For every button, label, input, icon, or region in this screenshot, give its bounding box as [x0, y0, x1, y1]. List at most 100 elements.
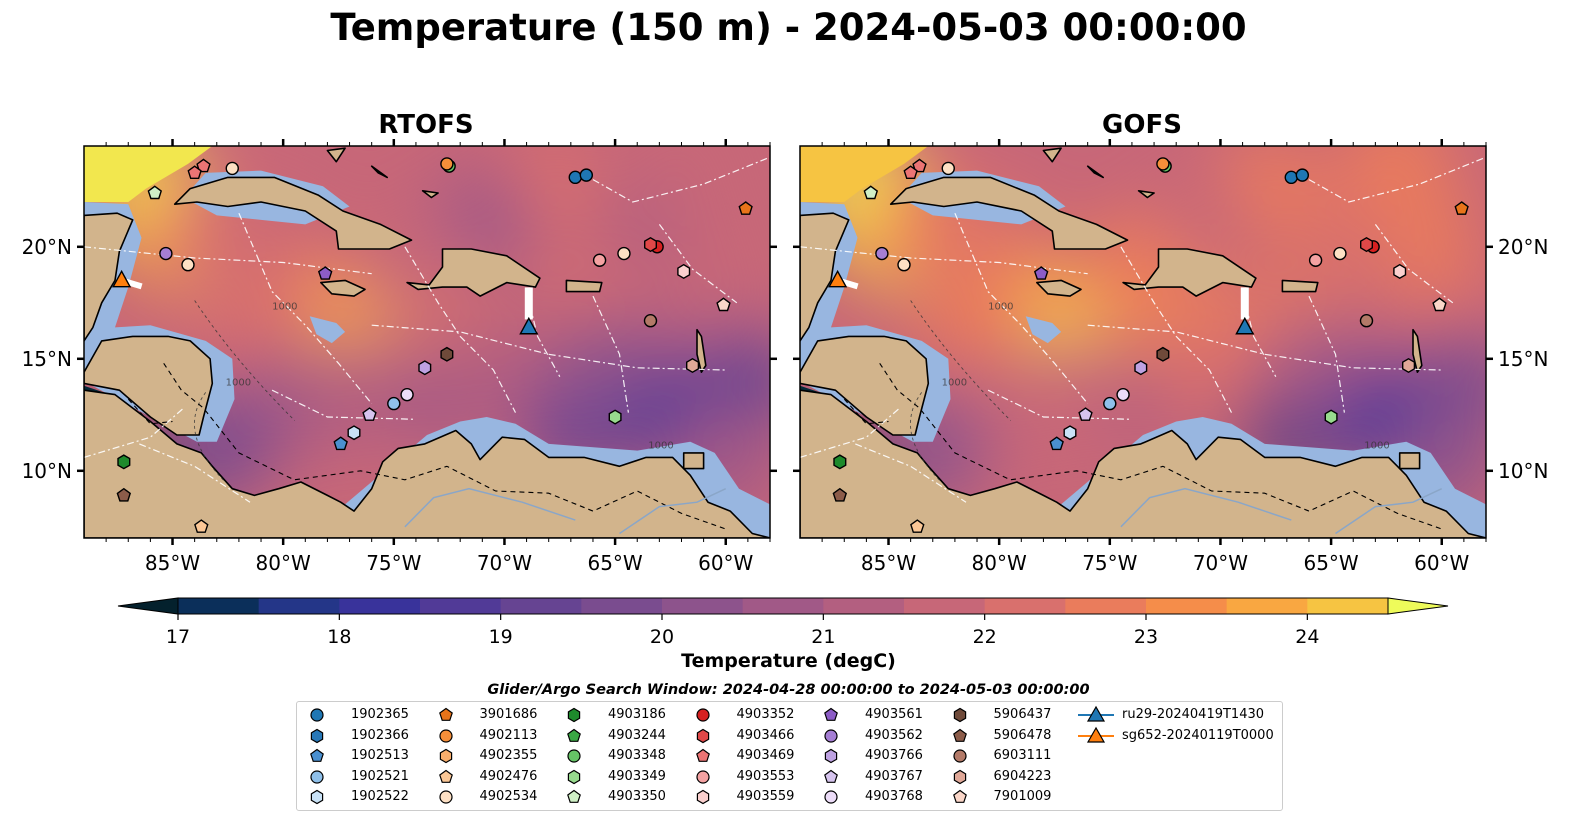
legend-label: ru29-20240419T1430 — [1122, 707, 1265, 722]
legend-marker — [567, 789, 581, 803]
float-marker — [1078, 407, 1093, 421]
legend-label: 4903186 — [608, 707, 666, 722]
lat-tick-label: 10°N — [1498, 459, 1548, 483]
gulf-region — [84, 146, 213, 202]
legend-label: 5906437 — [993, 707, 1052, 722]
legend-marker — [567, 707, 581, 723]
legend-marker — [1086, 705, 1106, 722]
land-jamaica — [319, 279, 366, 297]
legend-marker — [310, 708, 324, 722]
float-marker — [568, 170, 582, 185]
legend-marker — [310, 748, 324, 762]
legend-label: 4903349 — [608, 768, 666, 784]
legend-label: 4903766 — [865, 748, 923, 763]
colorbar-extend-low — [117, 597, 179, 615]
legend-label: sg652-20240119T0000 — [1122, 727, 1274, 743]
colorbar-tick-label: 23 — [1134, 626, 1158, 648]
lon-tick-label: 70°W — [1193, 551, 1248, 575]
colorbar-bin — [984, 598, 1066, 614]
lon-tick-label: 75°W — [366, 551, 421, 575]
lon-tick-label: 60°W — [698, 551, 753, 575]
float-marker — [1156, 346, 1170, 362]
eez-boundary — [238, 212, 373, 404]
float-marker — [1295, 168, 1310, 182]
colorbar-tick-label: 22 — [973, 626, 997, 648]
land-trinidad — [1398, 452, 1421, 470]
legend-marker — [952, 749, 967, 763]
float-marker — [159, 246, 173, 261]
lat-tick-label: 15°N — [1498, 347, 1548, 371]
legend-marker — [824, 769, 838, 783]
land-hispaniola — [1122, 248, 1257, 297]
legend-label: 4903348 — [608, 748, 666, 763]
legend-label: 4903553 — [736, 768, 795, 784]
legend-label: 1902521 — [351, 768, 409, 784]
lon-tick-label: 65°W — [587, 551, 642, 575]
colorbar-bin — [742, 598, 824, 614]
float-marker — [1284, 170, 1298, 185]
legend-marker — [438, 707, 453, 721]
legend-label: 4902113 — [479, 727, 538, 743]
float-marker — [1063, 425, 1077, 441]
search-window-note: Glider/Argo Search Window: 2024-04-28 00… — [487, 682, 1090, 698]
land-lesser — [1412, 328, 1423, 374]
legend: 1902365 1902366 1902513 1902521 1902522 39016… — [296, 701, 1283, 811]
legend-marker — [824, 790, 838, 804]
float-marker — [181, 258, 195, 272]
float-marker — [1359, 314, 1374, 328]
eez-boundary — [592, 156, 770, 203]
legend-label: 4903352 — [736, 707, 795, 722]
lon-tick-label: 85°W — [145, 551, 200, 575]
glider-marker — [828, 269, 848, 288]
shelf-region — [1025, 316, 1062, 344]
legend-marker — [824, 748, 838, 764]
float-marker — [1156, 157, 1170, 171]
land-bahamas1 — [326, 147, 346, 163]
lon-tick-label: 80°W — [972, 551, 1027, 575]
legend-label: 4903768 — [865, 789, 923, 804]
colorbar-tick-label: 24 — [1295, 626, 1319, 648]
colorbar-bin — [1146, 598, 1228, 614]
lon-tick-label: 65°W — [1303, 551, 1358, 575]
legend-marker — [438, 728, 453, 743]
figure-title: Temperature (150 m) - 2024-05-03 00:00:0… — [330, 6, 1247, 49]
float-marker — [897, 258, 911, 272]
colorbar-bin — [178, 598, 260, 614]
float-marker — [1049, 436, 1064, 451]
eez-boundary — [404, 246, 517, 413]
legend-marker — [438, 769, 453, 783]
float-marker — [387, 396, 401, 411]
legend-label: 4903562 — [865, 727, 923, 743]
bathymetry-label: 1000 — [988, 302, 1013, 313]
colorbar-extend-high — [1387, 597, 1449, 615]
land-bahamas3 — [1137, 190, 1155, 199]
float-marker — [912, 158, 927, 173]
float-marker — [1103, 396, 1117, 411]
eez-boundary — [658, 224, 738, 304]
river — [1335, 488, 1443, 535]
legend-label: 4903350 — [608, 789, 666, 804]
panel-title-gofs: GOFS — [1102, 110, 1182, 140]
land-bahamas1 — [1042, 147, 1062, 163]
lon-tick-label: 60°W — [1414, 551, 1469, 575]
bathymetry-label: 1000 — [272, 302, 297, 313]
eez-boundary — [1374, 224, 1454, 304]
eez-boundary — [1308, 295, 1345, 413]
legend-label: 4902476 — [479, 768, 538, 784]
land-bahamas2 — [370, 165, 389, 179]
map-panel-rtofs: 1000 1000 1000 85°W 80°W 75°W 70°W 65°W 60°W 20°N… — [22, 139, 777, 575]
legend-label: 4903469 — [736, 748, 795, 763]
float-marker — [196, 158, 211, 173]
legend-label: 3901686 — [479, 707, 538, 722]
river — [1120, 487, 1292, 528]
float-marker — [440, 346, 454, 362]
country-border — [879, 362, 1442, 530]
land-bahamas2 — [1086, 165, 1104, 179]
eez-boundary — [371, 324, 726, 371]
float-marker — [1333, 246, 1347, 261]
legend-label: 4903561 — [865, 707, 923, 722]
legend-label: 1902513 — [351, 748, 409, 763]
eez-boundary — [1120, 246, 1233, 413]
colorbar-tick-label: 20 — [650, 626, 674, 648]
